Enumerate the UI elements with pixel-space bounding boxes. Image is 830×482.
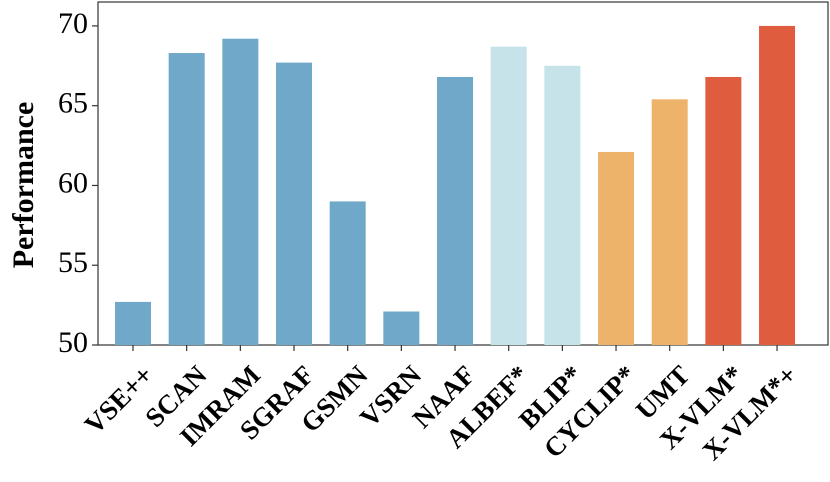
bar (383, 311, 420, 345)
bar (276, 62, 313, 345)
bar (115, 301, 151, 345)
x-tick-label: VSE++ (79, 360, 159, 440)
bar (437, 76, 474, 346)
bar (598, 151, 635, 345)
bar (544, 65, 581, 345)
y-tick-label: 70 (58, 7, 88, 40)
bar (490, 46, 527, 345)
y-tick-label: 50 (58, 326, 88, 359)
y-tick-label: 55 (58, 246, 88, 279)
bar (759, 25, 796, 345)
bar (222, 38, 259, 345)
bar (168, 53, 205, 346)
y-tick-label: 65 (58, 87, 88, 120)
y-axis-label: Performance (7, 102, 40, 269)
bar (705, 76, 742, 346)
y-tick-label: 60 (58, 166, 88, 199)
bar (651, 99, 688, 345)
bar (329, 201, 366, 345)
